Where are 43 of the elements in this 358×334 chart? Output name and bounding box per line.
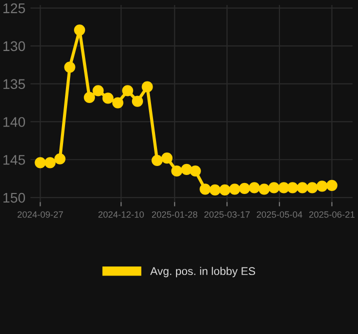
point bbox=[161, 152, 173, 164]
point bbox=[64, 62, 76, 73]
point bbox=[268, 182, 280, 194]
point bbox=[200, 184, 211, 195]
y-tick-label: 130 bbox=[3, 41, 26, 52]
point bbox=[74, 24, 86, 36]
point bbox=[248, 182, 260, 194]
point bbox=[112, 97, 124, 108]
y-tick-label: 140 bbox=[3, 117, 26, 127]
point bbox=[142, 81, 153, 92]
point bbox=[102, 92, 114, 104]
point bbox=[92, 85, 104, 96]
x-tick-label: 2025-01-28 bbox=[152, 211, 198, 218]
legend-label: Avg. pos. in lobby ES bbox=[150, 266, 256, 278]
point bbox=[181, 164, 192, 176]
y-tick-label: 150 bbox=[3, 192, 26, 203]
x-tick-label: 2025-03-17 bbox=[204, 211, 250, 218]
point bbox=[44, 157, 56, 168]
point bbox=[171, 165, 182, 177]
x-tick-label: 2024-12-10 bbox=[98, 211, 144, 218]
point bbox=[152, 154, 163, 166]
point bbox=[306, 182, 318, 194]
point bbox=[287, 182, 298, 194]
point bbox=[296, 182, 308, 194]
point bbox=[84, 92, 95, 104]
point bbox=[209, 184, 221, 196]
y-tick-label: 125 bbox=[3, 3, 25, 14]
point bbox=[316, 180, 328, 192]
point bbox=[229, 184, 240, 195]
point bbox=[132, 96, 144, 107]
y-tick-label: 145 bbox=[3, 155, 25, 165]
x-tick-label: 2025-05-04 bbox=[256, 211, 302, 218]
y-tick-label: 135 bbox=[3, 79, 25, 90]
point bbox=[34, 157, 46, 168]
x-tick-label: 2025-06-21 bbox=[309, 211, 355, 218]
point bbox=[326, 180, 338, 191]
point bbox=[238, 182, 250, 194]
point bbox=[190, 165, 201, 177]
point bbox=[219, 184, 230, 196]
point bbox=[122, 85, 134, 96]
x-tick-label: 2024-09-27 bbox=[18, 211, 63, 218]
point bbox=[258, 184, 270, 195]
point bbox=[54, 153, 66, 164]
